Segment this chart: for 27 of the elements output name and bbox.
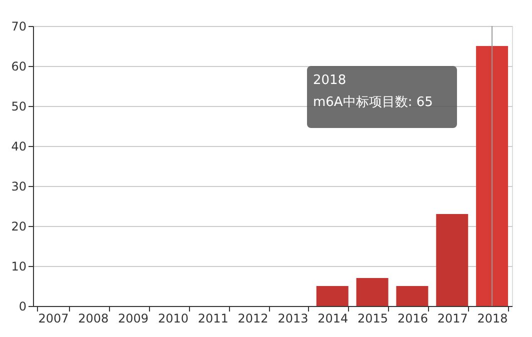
y-tick-label: 10 xyxy=(11,260,26,274)
x-tick-label: 2016 xyxy=(397,312,428,326)
bar xyxy=(356,278,388,306)
x-tick-label: 2012 xyxy=(238,312,268,326)
x-tick-label: 2014 xyxy=(318,312,348,326)
x-tick-label: 2013 xyxy=(278,312,308,326)
annotation: 2018 xyxy=(313,73,346,88)
x-tick-label: 2017 xyxy=(437,312,468,326)
bar xyxy=(316,286,348,306)
bar xyxy=(436,214,468,306)
bar xyxy=(396,286,428,306)
y-tick-label: 70 xyxy=(11,20,26,34)
y-tick-label: 50 xyxy=(11,100,26,114)
x-tick-label: 2007 xyxy=(38,312,69,326)
y-tick-label: 30 xyxy=(11,180,26,194)
x-tick-label: 2010 xyxy=(158,312,188,326)
y-tick-label: 40 xyxy=(11,140,26,154)
x-tick-label: 2008 xyxy=(78,312,109,326)
y-tick-label: 60 xyxy=(11,60,26,74)
annotation: m6A中标项目数: 65 xyxy=(313,95,433,110)
x-tick-label: 2011 xyxy=(198,312,228,326)
x-tick-label: 2015 xyxy=(358,312,388,326)
x-tick-label: 2009 xyxy=(118,312,149,326)
y-tick-label: 20 xyxy=(11,220,26,234)
bar xyxy=(476,46,508,306)
x-tick-label: 2018 xyxy=(477,312,508,326)
y-tick-label: 0 xyxy=(18,300,26,314)
